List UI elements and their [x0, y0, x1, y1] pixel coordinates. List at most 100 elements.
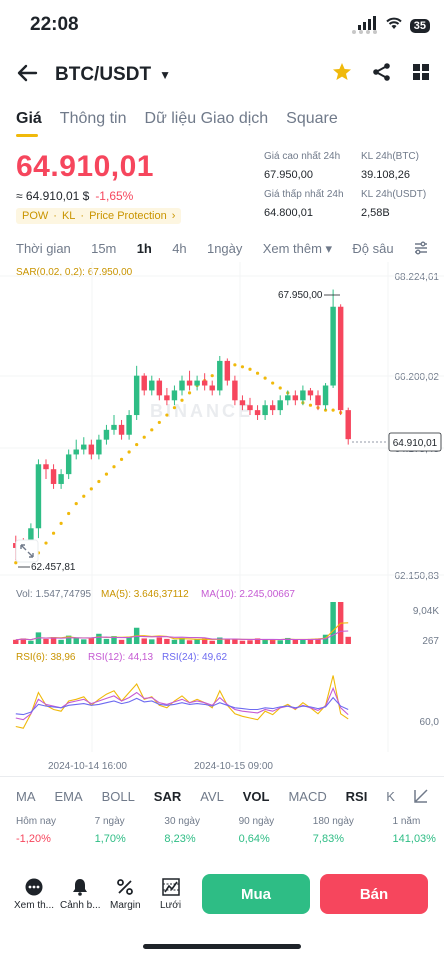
- ind-macd[interactable]: MACD: [288, 789, 327, 804]
- candle-body: [217, 360, 223, 391]
- candle-body: [58, 474, 64, 484]
- rsi12-label: RSI(12): 44,13: [88, 652, 153, 663]
- volume-bar: [73, 637, 79, 644]
- sell-button[interactable]: Bán: [320, 874, 428, 914]
- alert-button[interactable]: Cảnh b...: [60, 878, 101, 911]
- sar-dot: [74, 502, 78, 506]
- volume-bar: [156, 637, 163, 644]
- ind-ma[interactable]: MA: [16, 789, 36, 804]
- perf-7d: 7 ngày 1,70%: [94, 816, 126, 845]
- share-icon[interactable]: [372, 62, 392, 87]
- candle-body: [345, 410, 351, 440]
- y-label-0: 68.224,61: [395, 272, 440, 283]
- candle-body: [164, 395, 170, 401]
- candle-body: [194, 380, 200, 386]
- ind-k[interactable]: K: [386, 789, 395, 804]
- signal-icon: [357, 16, 378, 35]
- perf-90d: 90 ngày 0,64%: [238, 816, 275, 845]
- margin-icon: [117, 879, 134, 895]
- tab-price[interactable]: Giá: [16, 110, 42, 137]
- more-button[interactable]: Xem th...: [14, 878, 54, 911]
- ind-rsi[interactable]: RSI: [345, 789, 368, 804]
- perf-1y: 1 năm 141,03%: [392, 816, 436, 845]
- sar-dot: [187, 391, 192, 395]
- volume-bar: [201, 638, 208, 644]
- volume-bar: [111, 636, 117, 644]
- interval-depth[interactable]: Độ sâu: [352, 241, 394, 256]
- grid-bot-icon: [161, 878, 180, 896]
- candle-body: [141, 375, 147, 391]
- sar-dot: [233, 363, 237, 367]
- draw-tool-icon[interactable]: [414, 789, 428, 806]
- candle-body: [111, 424, 117, 430]
- ind-avl[interactable]: AVL: [200, 789, 224, 804]
- vol-usdt-label: KL 24h(USDT): [361, 189, 427, 200]
- buy-button[interactable]: Mua: [202, 874, 310, 914]
- price-markers: 67.950,00 62.457,81 64.910,01: [18, 290, 442, 573]
- interval-more[interactable]: Xem thêm ▾: [262, 241, 333, 256]
- volume-bar: [50, 637, 57, 644]
- interval-1day[interactable]: 1ngày: [206, 241, 243, 256]
- candle-body: [81, 444, 87, 450]
- tab-square[interactable]: Square: [286, 110, 338, 127]
- tag-row[interactable]: POW · KL · Price Protection ›: [16, 208, 182, 224]
- rsi-axis: 60,0: [420, 717, 440, 728]
- ind-sar[interactable]: SAR: [153, 789, 182, 804]
- ind-boll[interactable]: BOLL: [101, 789, 135, 804]
- wifi-icon: [385, 16, 403, 35]
- volume-bar: [247, 640, 253, 644]
- candle-body: [269, 405, 276, 411]
- candle-body: [292, 395, 299, 401]
- low-label: Giá thấp nhất 24h: [264, 189, 344, 200]
- candle-body: [88, 444, 95, 455]
- volume-bar: [292, 639, 299, 644]
- vol-axis-top: 9,04K: [413, 606, 439, 617]
- back-button[interactable]: [16, 62, 38, 91]
- perf-30d: 30 ngày 8,23%: [164, 816, 200, 845]
- volume-bar: [28, 640, 34, 644]
- candle-body: [103, 429, 110, 440]
- tab-info[interactable]: Thông tin: [59, 110, 127, 127]
- sar-dot: [14, 561, 18, 565]
- binance-watermark: BINANCE: [150, 401, 253, 421]
- candle-body: [254, 410, 261, 416]
- interval-time[interactable]: Thời gian: [16, 241, 71, 256]
- ind-ema[interactable]: EMA: [54, 789, 83, 804]
- candle-body: [171, 390, 178, 401]
- grid-button[interactable]: Lưới: [160, 878, 181, 911]
- candle-body: [232, 380, 238, 401]
- chevron-right-icon: ›: [171, 210, 176, 222]
- expand-icon[interactable]: [15, 539, 39, 563]
- rsi12-line: [15, 686, 349, 721]
- margin-button[interactable]: Margin: [110, 878, 141, 911]
- ind-vol[interactable]: VOL: [242, 789, 270, 804]
- date-label-1: 2024-10-15 09:00: [194, 761, 273, 772]
- y-label-1: 66.200,02: [395, 372, 440, 383]
- rsi6-label: RSI(6): 38,96: [16, 652, 76, 663]
- tab-trading-data[interactable]: Dữ liệu Giao dịch: [144, 110, 269, 127]
- interval-bar: Thời gian 15m 1h 4h 1ngày Xem thêm ▾ Độ …: [16, 241, 428, 258]
- pair-selector[interactable]: BTC/USDT ▼: [55, 64, 171, 86]
- bell-icon: [73, 879, 88, 896]
- sub-price: ≈ 64.910,01 $ -1,65%: [16, 189, 133, 203]
- star-icon[interactable]: [332, 62, 352, 87]
- perf-180d: 180 ngày 7,83%: [312, 816, 354, 845]
- interval-15m[interactable]: 15m: [91, 241, 117, 256]
- volume-bar: [330, 602, 336, 644]
- chart-settings-icon[interactable]: [414, 241, 428, 258]
- candle-body: [186, 380, 193, 386]
- high-label: Giá cao nhất 24h: [264, 151, 341, 162]
- status-time: 22:08: [30, 14, 79, 35]
- y-label-3: 62.150,83: [395, 571, 440, 582]
- sar-dot: [172, 406, 177, 410]
- volume-bar: [20, 638, 27, 644]
- volume-bar: [232, 638, 238, 644]
- volume-bars: [13, 602, 351, 644]
- rsi6-line: [15, 675, 349, 729]
- interval-1h[interactable]: 1h: [136, 241, 152, 256]
- candlestick-chart[interactable]: SAR(0,02, 0,2): 67.950,00 68.224,61 66.2…: [0, 262, 444, 772]
- camera-dots: [352, 30, 377, 34]
- interval-4h[interactable]: 4h: [172, 241, 187, 256]
- sar-dot: [135, 442, 139, 447]
- grid-icon[interactable]: [412, 63, 430, 86]
